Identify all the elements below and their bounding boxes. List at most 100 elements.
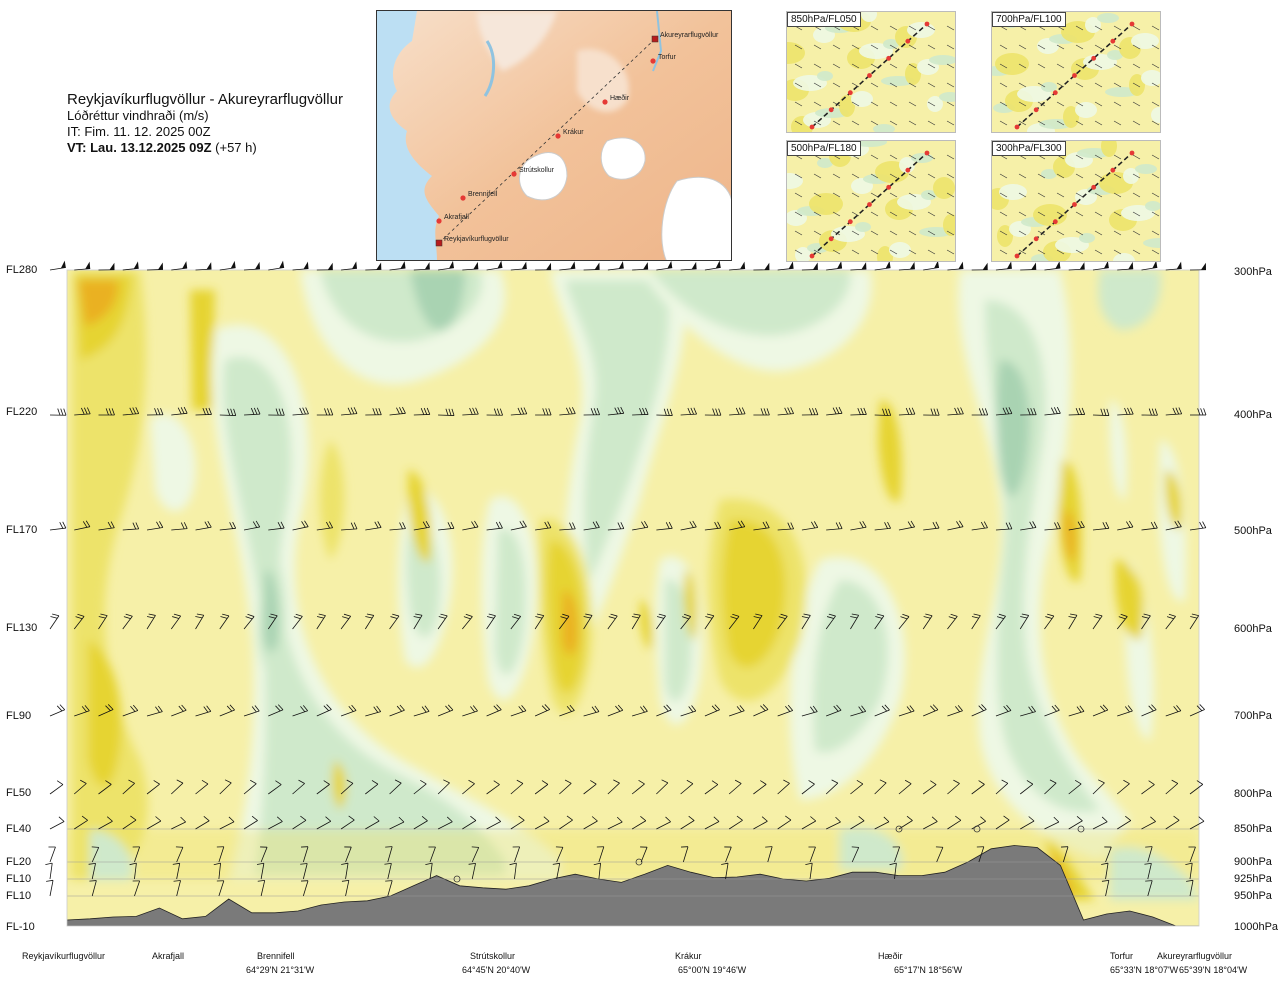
fl-label: FL220 <box>6 406 38 418</box>
wind-barb <box>971 780 985 795</box>
wind-barb <box>243 779 257 795</box>
wind-barb <box>680 613 692 630</box>
wind-barb <box>173 880 181 897</box>
wind-barb <box>1060 846 1069 863</box>
mini-map-300: 300hPa/FL300 <box>991 140 1161 262</box>
wind-barb <box>219 779 232 795</box>
wind-barb <box>428 846 436 863</box>
wind-barb <box>512 846 521 863</box>
fl-label: FL40 <box>6 823 32 835</box>
location-label: Torfur <box>1110 951 1134 961</box>
fl-label: FL10 <box>6 873 32 885</box>
wind-barb <box>728 815 743 830</box>
wind-barb <box>1189 816 1205 830</box>
wind-barb <box>195 407 212 416</box>
wind-barb <box>898 407 916 416</box>
wind-barb <box>486 408 503 416</box>
wind-barb <box>777 815 792 830</box>
wind-barb <box>922 613 933 630</box>
chart-title-block: Reykjavíkurflugvöllur - Akureyrarflugvöl… <box>67 91 387 156</box>
wind-barb <box>74 407 91 416</box>
wind-barb <box>509 862 517 880</box>
wind-barb <box>365 521 382 531</box>
wind-barb <box>1044 522 1061 531</box>
wind-barb <box>801 816 817 830</box>
wind-barb <box>656 613 666 630</box>
wind-barb <box>1044 406 1061 416</box>
wind-barb <box>583 521 600 531</box>
wind-barb <box>49 704 66 717</box>
wind-barb <box>340 815 355 830</box>
wind-barb <box>389 406 406 416</box>
map-point-5: Brennifell <box>460 191 498 201</box>
wind-barb <box>364 613 375 630</box>
wind-barb <box>385 846 393 863</box>
wind-barb <box>874 816 890 830</box>
calm-wind-marker <box>973 825 981 833</box>
wind-barb <box>1141 408 1158 416</box>
wind-barb <box>49 408 67 416</box>
wind-barb <box>850 613 860 630</box>
wind-barb <box>1068 705 1085 717</box>
wind-barb <box>1165 261 1182 271</box>
wind-barb <box>850 407 867 416</box>
wind-barb <box>947 705 963 717</box>
wind-barb <box>704 704 720 717</box>
wind-barb <box>91 846 100 863</box>
wind-barb <box>384 863 392 880</box>
variable-label: Lóðréttur vindhraði (m/s) <box>67 108 209 123</box>
wind-barb <box>471 846 480 863</box>
wind-barb <box>486 260 503 271</box>
wind-barb <box>874 613 885 630</box>
wind-barb <box>389 261 406 271</box>
map-point-4: Strútskollur <box>511 167 555 177</box>
fl-label: FL-10 <box>6 921 35 933</box>
calm-wind-marker <box>895 825 903 833</box>
location-label: Hæðir <box>878 951 903 961</box>
wind-barb <box>1189 704 1205 717</box>
wind-barb <box>632 705 648 717</box>
calm-wind-markers <box>453 825 1085 883</box>
wind-barb <box>88 862 96 880</box>
wind-barb <box>777 522 794 531</box>
wind-barb <box>753 704 769 717</box>
wind-barb <box>1020 262 1037 271</box>
location-label: Krákur <box>675 951 702 961</box>
wind-barb <box>724 846 732 863</box>
wind-barb <box>995 704 1012 717</box>
valid-time-main: VT: Lau. 13.12.2025 09Z <box>67 140 212 155</box>
vertical-velocity-field <box>67 270 1199 926</box>
wind-barb <box>316 816 332 830</box>
wind-barb <box>268 816 283 830</box>
wind-barb <box>413 407 431 416</box>
wind-barb <box>728 779 742 795</box>
wind-barb <box>1188 846 1196 863</box>
wind-barb <box>535 408 552 416</box>
wind-barb <box>1116 779 1130 795</box>
wind-barb <box>765 846 773 863</box>
mini-map-500-graphic <box>787 141 955 261</box>
wind-barb <box>195 613 205 630</box>
wind-barb <box>340 779 354 795</box>
wind-barb <box>935 846 944 863</box>
svg-text:Strútskollur: Strútskollur <box>519 167 555 174</box>
wind-barb <box>268 260 285 271</box>
wind-barb <box>535 262 552 271</box>
wind-barb <box>1141 521 1158 531</box>
wind-barb <box>122 261 139 271</box>
wind-barb <box>808 846 816 863</box>
wind-barb <box>74 705 90 717</box>
location-coords: 65°17'N 18°56'W <box>894 965 963 975</box>
wind-barb <box>1141 704 1157 717</box>
wind-barb <box>292 705 308 717</box>
wind-barb <box>171 816 186 830</box>
wind-barb <box>680 779 694 795</box>
wind-barb <box>607 613 618 630</box>
wind-barb <box>1145 880 1153 897</box>
wind-barb <box>1044 261 1061 271</box>
wind-barb <box>898 779 912 795</box>
wind-barb <box>365 705 382 717</box>
wind-barb <box>74 520 91 531</box>
wind-barb <box>1092 779 1105 795</box>
wind-barb <box>316 613 326 630</box>
